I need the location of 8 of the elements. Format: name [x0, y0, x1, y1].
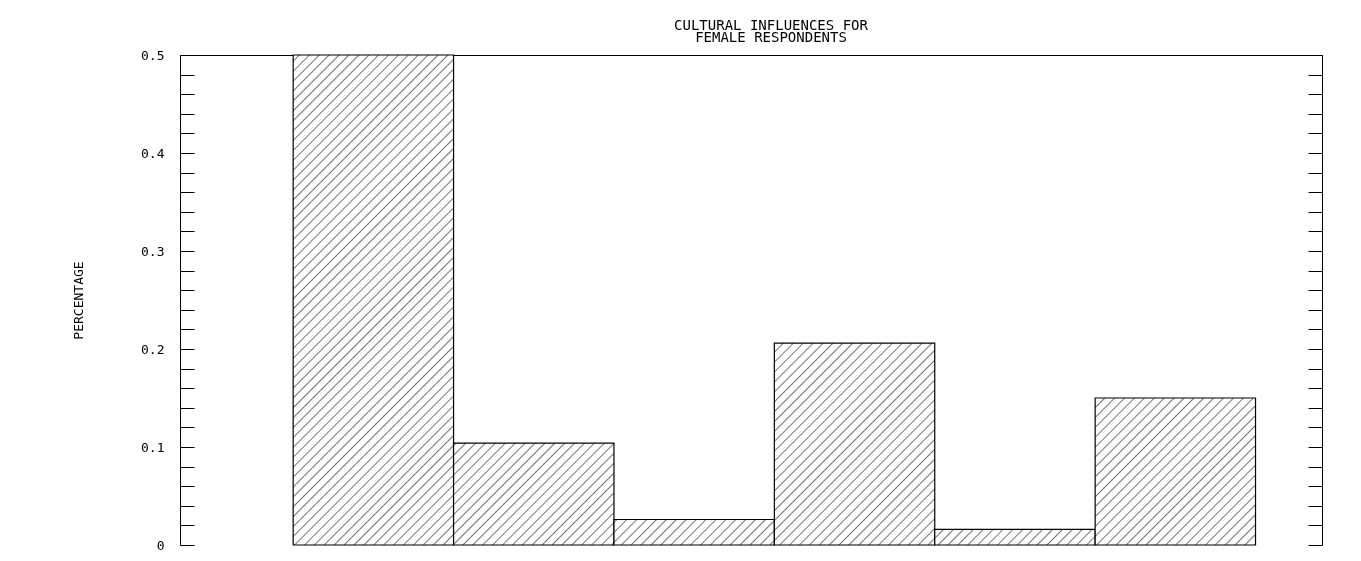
y-tick-label: 0.2	[141, 341, 165, 357]
y-tick-label: 0.5	[141, 47, 165, 63]
y-tick-label: 0.1	[141, 439, 165, 455]
y-tick-label: 0.4	[141, 145, 165, 161]
y-tick-label: 0.3	[141, 243, 165, 259]
y-axis-title: PERCENTAGE	[71, 261, 87, 340]
chart-title: CULTURAL INFLUENCES FOR FEMALE RESPONDENTS	[674, 17, 869, 45]
y-tick-label: 0	[156, 537, 165, 553]
